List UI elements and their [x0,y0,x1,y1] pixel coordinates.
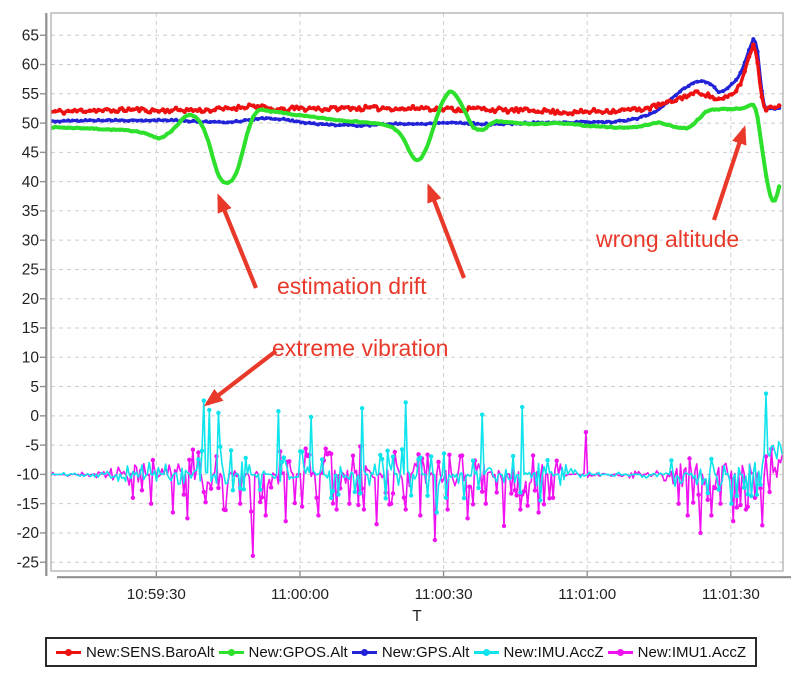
svg-text:30: 30 [22,232,40,249]
svg-text:-20: -20 [17,525,40,542]
svg-text:T: T [412,608,422,625]
svg-text:60: 60 [22,57,40,74]
legend-entry-baroalt[interactable]: New:SENS.BaroAlt [56,644,214,661]
baroalt-line-marker-icon [56,648,81,657]
plot-svg[interactable]: -25 -20 -15 -10 -5 0 5 10 15 20 25 30 35 40 45 50 55 60 65… [0,0,800,632]
legend-label: New:IMU.AccZ [503,643,604,661]
imu1-accz-line-marker-icon [607,648,633,657]
legend-label: New:IMU1.AccZ [637,643,746,661]
svg-text:0: 0 [30,408,39,425]
svg-text:55: 55 [22,86,39,103]
annotation-wrong-altitude: wrong altitude [596,226,740,252]
svg-text:11:00:30: 11:00:30 [415,586,473,603]
svg-text:11:00:00: 11:00:00 [271,586,329,603]
svg-text:25: 25 [22,262,39,279]
gps-line-marker-icon [351,648,377,657]
svg-text:11:01:30: 11:01:30 [702,586,760,603]
annotation-extreme-vibration: extreme vibration [272,335,449,361]
svg-text:50: 50 [22,115,40,132]
svg-text:-25: -25 [17,554,39,571]
legend-box: New:SENS.BaroAlt New:GPOS.Alt New:GPS.Al… [45,637,757,667]
svg-text:5: 5 [30,379,39,396]
legend-label: New:GPS.Alt [381,643,470,661]
svg-text:10:59:30: 10:59:30 [127,586,186,603]
svg-text:-10: -10 [17,467,40,484]
gpos-line-marker-icon [218,648,244,657]
annotation-estimation-drift: estimation drift [277,273,427,299]
svg-text:45: 45 [22,145,39,162]
svg-text:-15: -15 [17,496,39,513]
legend-label: New:SENS.BaroAlt [86,643,215,661]
imu-accz-line-marker-icon [473,648,499,657]
svg-text:-5: -5 [25,437,39,454]
svg-text:35: 35 [22,203,39,220]
svg-text:15: 15 [22,320,39,337]
svg-text:10: 10 [22,349,40,366]
legend-entry-imu-accz[interactable]: New:IMU.AccZ [473,643,604,661]
legend-entry-gps-alt[interactable]: New:GPS.Alt [351,643,470,661]
legend-label: New:GPOS.Alt [248,643,348,661]
svg-text:40: 40 [22,174,40,191]
svg-text:65: 65 [22,27,39,44]
legend-entry-imu1-accz[interactable]: New:IMU1.AccZ [607,643,746,661]
svg-text:11:01:00: 11:01:00 [558,586,616,603]
svg-text:20: 20 [22,291,40,308]
legend-entry-gpos-alt[interactable]: New:GPOS.Alt [218,643,348,661]
